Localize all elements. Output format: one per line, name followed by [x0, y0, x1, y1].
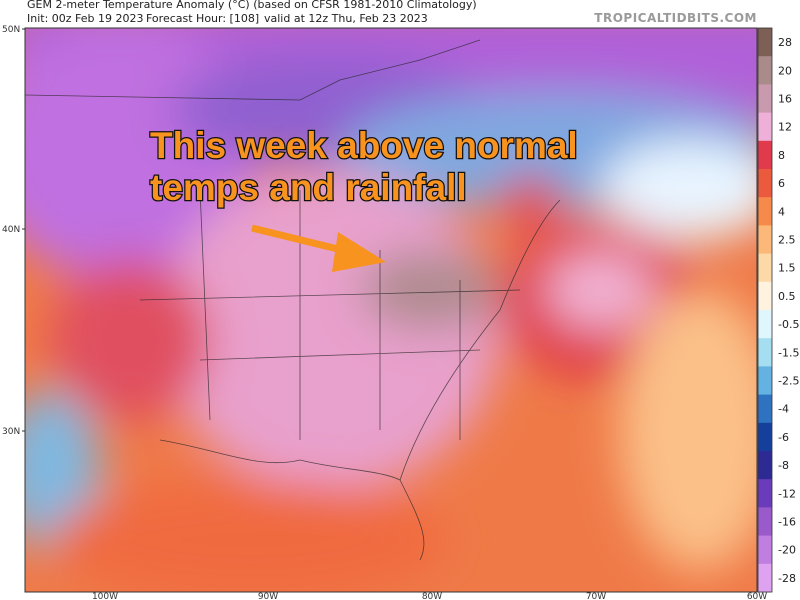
colorbar-label: -1.5	[778, 346, 799, 359]
colorbar-swatch	[758, 479, 772, 508]
colorbar: 28 20 16 12 8 6 4 2.5 1.5 0.5 -0.5 -1.5 -2.5 -4 -6 -8 -1…	[757, 27, 799, 593]
colorbar-swatch	[758, 281, 772, 311]
colorbar-label: 1.5	[778, 262, 796, 275]
colorbar-label: 28	[778, 36, 792, 49]
colorbar-swatch	[758, 563, 772, 593]
watermark: TROPICALTIDBITS.COM	[594, 11, 757, 25]
lat-label: 50N	[2, 25, 20, 35]
colorbar-swatch	[758, 84, 772, 114]
colorbar-swatch	[758, 225, 772, 255]
boundaries	[25, 39, 561, 561]
title: GEM 2-meter Temperature Anomaly (°C) (ba…	[27, 0, 477, 11]
colorbar-label: 4	[778, 205, 785, 218]
colorbar-label: -16	[778, 516, 796, 529]
lon-label: 70W	[586, 592, 606, 600]
lon-label: 90W	[258, 592, 278, 600]
colorbar-label: 8	[778, 149, 785, 162]
colorbar-swatch	[758, 112, 772, 142]
lat-label: 30N	[2, 427, 20, 437]
lon-label: 100W	[92, 592, 118, 600]
colorbar-swatch	[758, 140, 772, 170]
annotation-line: This week above normal	[150, 125, 578, 166]
colorbar-label: -28	[778, 572, 796, 585]
colorbar-swatch	[758, 507, 772, 537]
lat-label: 40N	[2, 225, 20, 235]
colorbar-label: -2.5	[778, 375, 799, 388]
colorbar-label: 12	[778, 121, 792, 134]
colorbar-label: -8	[778, 459, 789, 472]
colorbar-frame	[757, 27, 773, 593]
forecast-hour: Forecast Hour: [108]	[146, 12, 259, 25]
colorbar-swatch	[758, 253, 772, 283]
colorbar-label: -6	[778, 431, 789, 444]
colorbar-label: 16	[778, 93, 792, 106]
colorbar-label: 6	[778, 177, 785, 190]
colorbar-swatch	[758, 366, 772, 396]
colorbar-swatch	[758, 310, 772, 339]
annotation-line: temps and rainfall	[150, 167, 467, 208]
map-frame	[24, 27, 758, 593]
colorbar-swatch	[758, 169, 772, 198]
colorbar-label: 20	[778, 64, 792, 77]
colorbar-swatch	[758, 338, 772, 367]
init-time: Init: 00z Feb 19 2023	[27, 12, 144, 25]
colorbar-swatch	[758, 451, 772, 480]
colorbar-swatch	[758, 535, 772, 565]
colorbar-label: 0.5	[778, 290, 796, 303]
colorbar-swatch	[758, 28, 772, 57]
colorbar-label: -20	[778, 544, 796, 557]
colorbar-label: -4	[778, 403, 789, 416]
valid-time: valid at 12z Thu, Feb 23 2023	[264, 12, 428, 25]
lat-labels: 50N 40N 30N	[2, 25, 25, 437]
colorbar-swatch	[758, 197, 772, 226]
colorbar-label: -0.5	[778, 318, 799, 331]
colorbar-label: 2.5	[778, 234, 796, 247]
lon-labels: 100W 90W 80W 70W 60W	[92, 592, 767, 600]
lon-label: 60W	[747, 592, 767, 600]
annotation-arrow	[251, 224, 386, 272]
lon-label: 80W	[422, 592, 442, 600]
colorbar-swatch	[758, 422, 772, 452]
colorbar-label: -12	[778, 487, 796, 500]
colorbar-swatch	[758, 394, 772, 424]
colorbar-swatch	[758, 56, 772, 85]
